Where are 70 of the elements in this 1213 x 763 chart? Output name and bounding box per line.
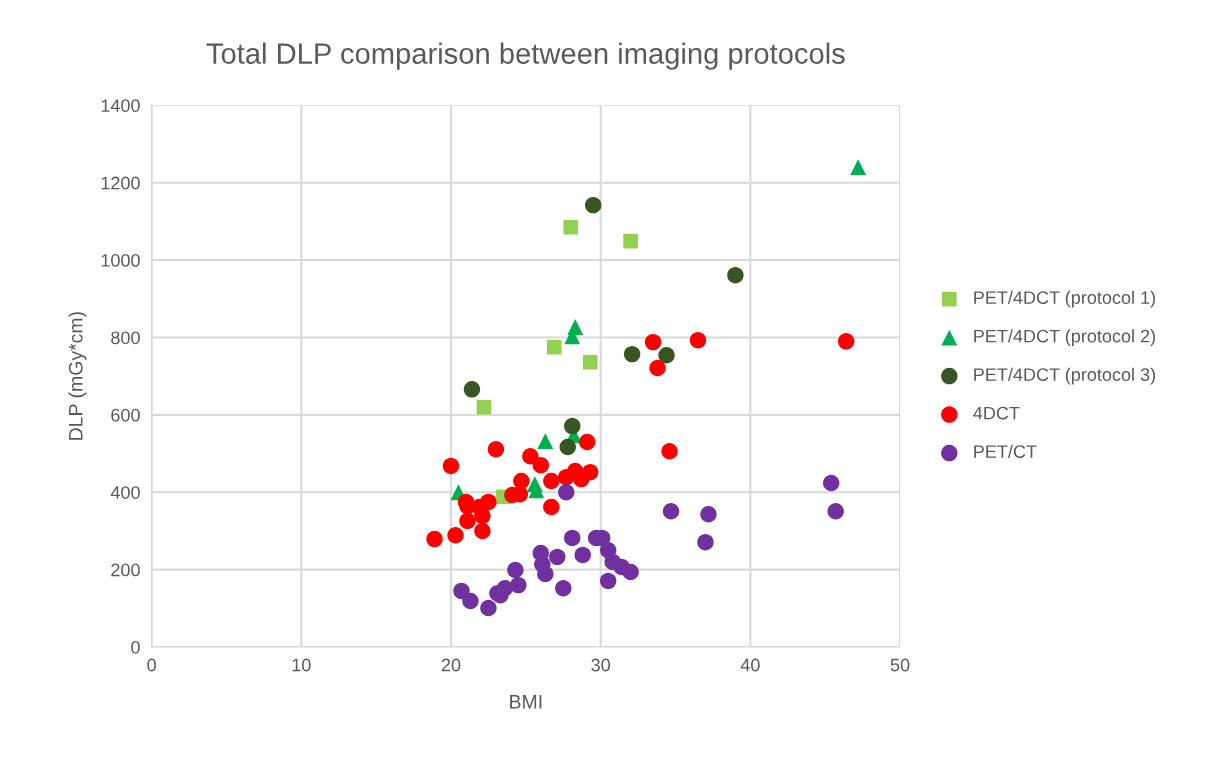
point (700, 506, 717, 523)
point (582, 354, 598, 370)
x-axis-title: BMI (510, 695, 542, 709)
point (584, 196, 602, 214)
point (563, 219, 579, 235)
point (658, 347, 675, 364)
legend-label: PET/CT (974, 444, 1037, 458)
y-tick-label: 1200 (101, 176, 140, 190)
point (462, 592, 479, 610)
x-tick-label: 0 (147, 658, 156, 672)
point (476, 399, 492, 415)
point (850, 159, 867, 176)
point (623, 345, 641, 363)
point (662, 502, 680, 520)
point (649, 359, 666, 377)
point (827, 502, 844, 520)
point (447, 526, 464, 544)
point (507, 561, 524, 579)
point (559, 438, 576, 456)
point (487, 441, 505, 458)
x-tick-label: 50 (890, 658, 910, 672)
y-tick-label: 200 (111, 563, 140, 577)
point (622, 563, 639, 581)
y-tick-label: 0 (131, 640, 140, 654)
point (543, 498, 560, 516)
point (522, 448, 539, 465)
point (543, 472, 560, 490)
point (480, 599, 497, 617)
legend-label: PET/4DCT (protocol 2) (974, 329, 1155, 347)
chart-title: Total DLP comparison between imaging protocols (206, 42, 845, 70)
point (537, 433, 554, 450)
point (697, 533, 714, 551)
point (546, 339, 562, 355)
point (510, 576, 527, 594)
legend-label: PET/4DCT (protocol 1) (974, 290, 1155, 308)
y-tick-label: 1400 (101, 99, 140, 113)
y-tick-label: 600 (111, 408, 140, 422)
legend-label: PET/4DCT (protocol 3) (974, 367, 1155, 385)
point (558, 468, 575, 486)
x-tick-label: 30 (591, 658, 611, 672)
point (442, 457, 460, 475)
point (564, 529, 581, 547)
point (558, 484, 575, 501)
x-tick-label: 40 (740, 658, 760, 672)
point (459, 512, 476, 530)
point (537, 565, 554, 583)
legend-label: 4DCT (973, 406, 1020, 420)
point (578, 433, 596, 451)
point (574, 546, 591, 564)
point (555, 579, 572, 597)
y-tick-label: 1000 (101, 254, 140, 267)
point (549, 548, 566, 566)
point (644, 333, 662, 351)
point (564, 417, 581, 435)
point (661, 443, 678, 460)
point (689, 331, 707, 349)
point (599, 572, 617, 590)
y-axis-title: DLP (mGy*cm) (68, 312, 87, 440)
x-tick-label: 10 (292, 658, 311, 672)
point (837, 333, 855, 350)
y-tick-label: 800 (111, 331, 140, 345)
point (463, 381, 481, 398)
point (532, 456, 550, 474)
x-tick-label: 20 (441, 658, 461, 672)
point (822, 474, 840, 492)
point (426, 530, 443, 548)
point (474, 522, 491, 540)
point (727, 266, 744, 284)
y-tick-label: 400 (110, 486, 140, 499)
point (623, 233, 638, 249)
